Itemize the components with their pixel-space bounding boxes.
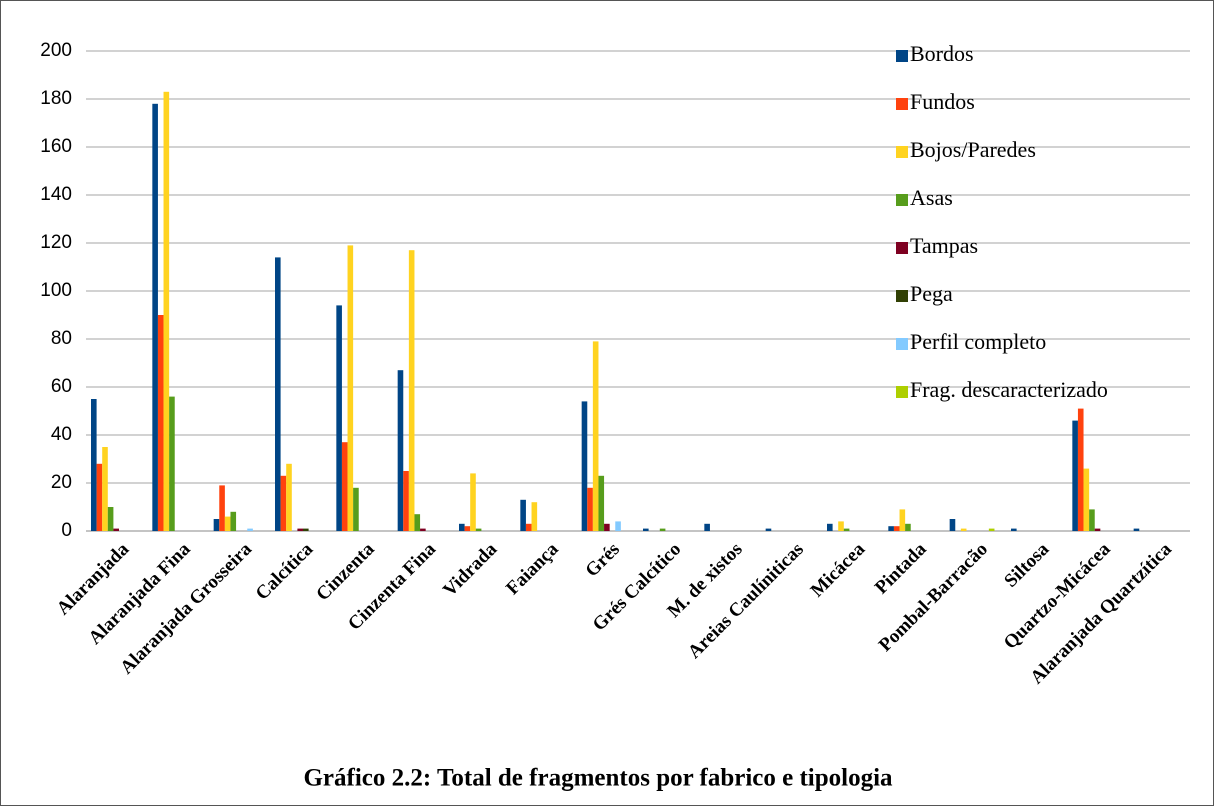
bar	[347, 245, 354, 531]
bar	[420, 528, 426, 531]
bar	[470, 473, 476, 531]
bar	[1011, 528, 1017, 531]
y-tick-label: 60	[51, 376, 72, 397]
bar	[905, 523, 911, 531]
bar	[888, 526, 894, 531]
bar	[163, 91, 170, 532]
bar	[169, 396, 175, 531]
bar	[403, 471, 409, 531]
bar	[224, 516, 231, 531]
legend-label: Fundos	[910, 89, 975, 114]
bar	[219, 485, 225, 531]
bar	[107, 507, 114, 531]
bar	[604, 523, 610, 531]
bar	[587, 487, 593, 531]
bar	[960, 528, 967, 531]
bar	[1083, 468, 1090, 531]
y-tick-label: 0	[61, 520, 72, 541]
bar	[765, 528, 772, 531]
bar	[520, 499, 526, 531]
y-tick-label: 20	[51, 472, 72, 493]
bar	[1133, 528, 1140, 531]
bar	[464, 526, 471, 531]
bar	[230, 511, 237, 531]
bar	[91, 399, 97, 531]
bar	[96, 463, 103, 531]
legend-swatch	[896, 386, 908, 398]
bar	[592, 341, 599, 531]
bar	[297, 528, 303, 531]
y-tick-label: 180	[40, 88, 72, 109]
bar	[275, 257, 281, 531]
chart-title: Gráfico 2.2: Total de fragmentos por fab…	[303, 765, 893, 792]
legend-label: Bordos	[910, 41, 974, 66]
bar	[531, 502, 538, 531]
legend-label: Perfil completo	[910, 329, 1046, 354]
bar	[408, 250, 415, 531]
bar	[988, 528, 995, 531]
bar	[353, 487, 359, 531]
legend-label: Bojos/Paredes	[910, 137, 1036, 162]
bar	[336, 305, 342, 531]
legend-label: Asas	[910, 185, 953, 210]
bar	[286, 463, 292, 531]
y-tick-label: 80	[51, 328, 72, 349]
legend-swatch	[896, 194, 908, 206]
bar	[581, 401, 588, 531]
bar	[704, 523, 710, 531]
legend-swatch	[896, 338, 908, 350]
y-tick-label: 160	[40, 136, 72, 157]
bar	[280, 475, 287, 531]
bar	[893, 526, 900, 531]
bar	[459, 523, 465, 531]
bar	[102, 447, 108, 531]
bar	[1072, 420, 1078, 531]
bar	[615, 521, 621, 531]
bar	[213, 519, 220, 531]
bar	[157, 315, 164, 531]
bar	[1094, 528, 1101, 531]
legend-swatch	[896, 146, 908, 158]
bar	[397, 370, 404, 531]
bar	[843, 528, 850, 531]
bar	[303, 528, 309, 531]
y-tick-label: 200	[40, 40, 72, 61]
legend-swatch	[896, 290, 908, 302]
legend-label: Frag. descaracterizado	[910, 377, 1108, 402]
y-tick-label: 120	[40, 232, 72, 253]
bar	[899, 509, 906, 531]
legend-label: Pega	[910, 281, 953, 306]
bar	[475, 528, 482, 531]
bar	[113, 528, 119, 531]
bar	[247, 528, 253, 531]
bar	[1089, 509, 1095, 531]
legend-swatch	[896, 242, 908, 254]
y-tick-label: 140	[40, 184, 72, 205]
bar	[827, 523, 833, 531]
bar	[152, 103, 158, 532]
bar	[643, 528, 649, 531]
bar	[414, 514, 421, 531]
legend-label: Tampas	[910, 233, 978, 258]
bar	[949, 519, 956, 531]
y-tick-label: 40	[51, 424, 72, 445]
legend-swatch	[896, 50, 908, 62]
bar	[1077, 408, 1084, 531]
legend-swatch	[896, 98, 908, 110]
bar	[525, 523, 532, 531]
bar	[659, 528, 666, 531]
y-tick-label: 100	[40, 280, 72, 301]
bar	[598, 475, 605, 531]
bar	[838, 521, 844, 531]
bar	[341, 442, 348, 531]
